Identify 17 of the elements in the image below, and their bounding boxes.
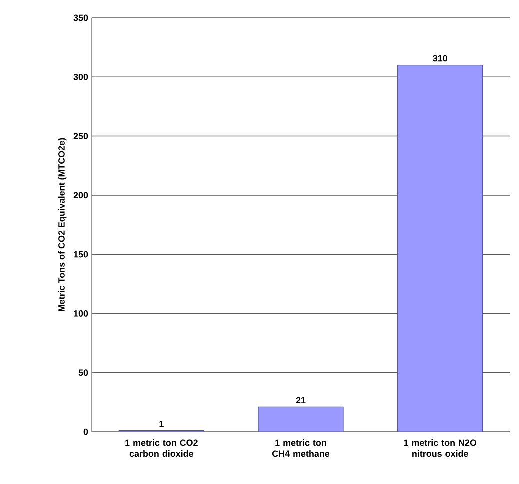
- y-tick-label: 350: [74, 14, 88, 22]
- y-tick-label: 250: [74, 133, 88, 140]
- data-label: 1: [160, 421, 164, 428]
- y-tick-label: 50: [78, 370, 88, 376]
- y-axis-title: Metric Tons of CO2 Equivalent (MTCO2e): [58, 138, 67, 312]
- y-tick-label: 0: [84, 428, 88, 436]
- y-tick-label: 150: [74, 251, 88, 258]
- y-tick-label: 300: [74, 74, 88, 80]
- x-tick-label: 1 metric ton N2O nitrous oxide: [404, 440, 477, 458]
- data-label: 310: [433, 55, 448, 62]
- bar: [258, 406, 344, 432]
- y-tick-label: 200: [74, 192, 88, 199]
- x-tick-label: 1 metric ton CH4 methane: [272, 440, 330, 458]
- bar: [398, 65, 484, 432]
- y-tick-label: 100: [74, 310, 88, 317]
- x-tick-label: 1 metric ton CO2 carbon dioxide: [126, 440, 198, 458]
- data-label: 21: [296, 397, 306, 404]
